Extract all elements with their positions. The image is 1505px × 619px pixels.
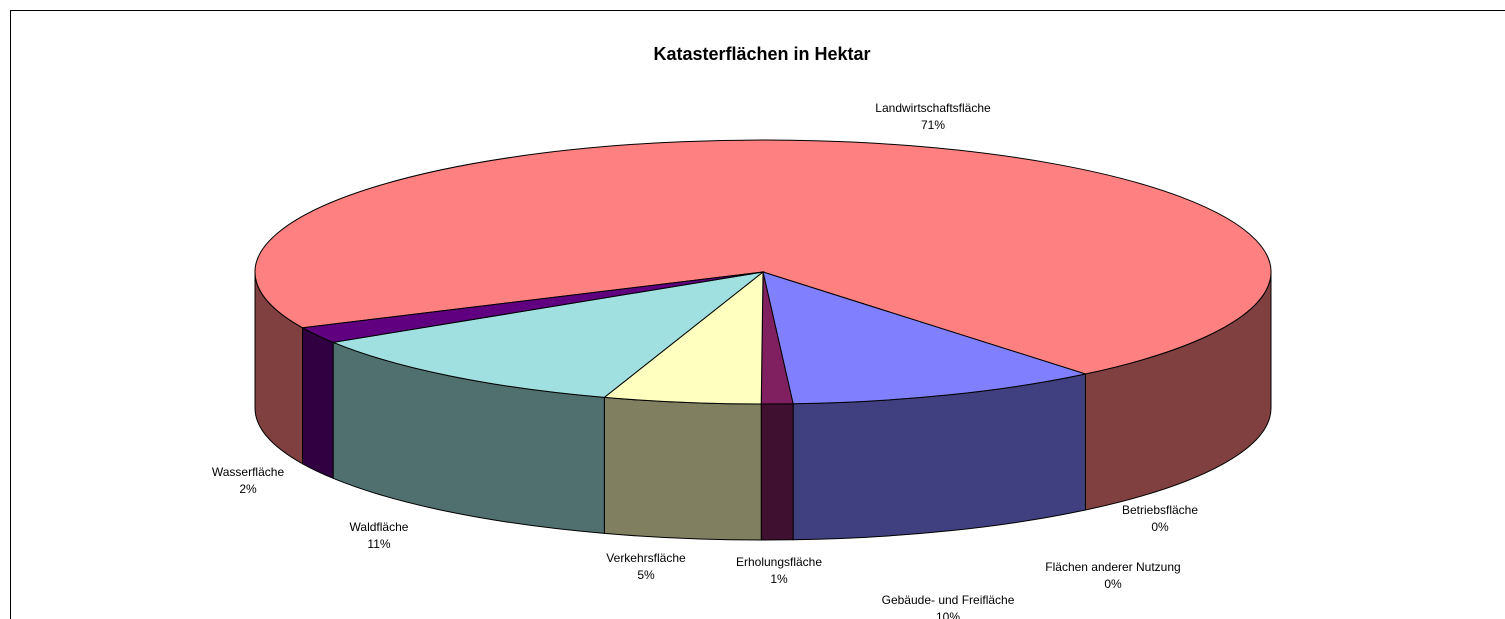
data-label-name: Landwirtschaftsfläche bbox=[875, 101, 991, 115]
slice-side bbox=[302, 326, 334, 480]
data-label-name: Verkehrsfläche bbox=[606, 551, 686, 565]
data-label-name: Wasserfläche bbox=[212, 465, 285, 479]
data-label-value: 0% bbox=[1151, 520, 1169, 534]
slice bbox=[762, 271, 1088, 405]
chart-frame bbox=[10, 10, 1505, 619]
slice-side bbox=[603, 396, 762, 541]
data-label-value: 71% bbox=[921, 118, 945, 132]
data-label-name: Waldfläche bbox=[350, 520, 409, 534]
data-label-value: 11% bbox=[367, 537, 390, 551]
data-label-name: Erholungsfläche bbox=[736, 555, 822, 569]
data-label-value: 10% bbox=[936, 610, 960, 619]
data-label-value: 5% bbox=[637, 568, 655, 582]
slice-side bbox=[760, 403, 794, 541]
slice bbox=[603, 270, 764, 405]
data-label-value: 0% bbox=[1104, 577, 1122, 591]
data-label-name: Flächen anderer Nutzung bbox=[1045, 560, 1180, 574]
chart-title: Katasterflächen in Hektar bbox=[653, 44, 870, 64]
slice bbox=[331, 271, 765, 398]
slice bbox=[254, 139, 1272, 375]
data-label-value: 2% bbox=[239, 482, 257, 496]
data-label-value: 1% bbox=[770, 572, 788, 586]
data-label-name: Betriebsfläche bbox=[1122, 503, 1198, 517]
data-label-name: Gebäude- und Freifläche bbox=[882, 593, 1015, 607]
slice bbox=[301, 271, 764, 343]
